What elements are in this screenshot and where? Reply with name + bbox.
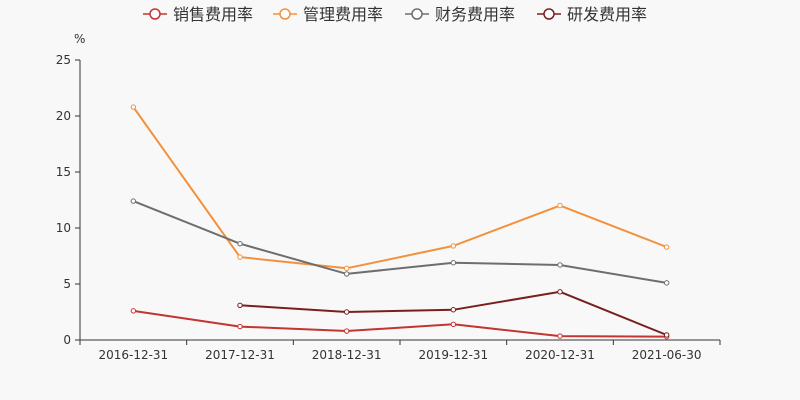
x-tick-label: 2020-12-31 — [525, 348, 595, 362]
data-point[interactable] — [237, 240, 243, 247]
data-point[interactable] — [557, 202, 563, 209]
data-point[interactable] — [237, 254, 243, 260]
data-point[interactable] — [557, 333, 563, 339]
legend-label: 管理费用率 — [303, 5, 383, 24]
data-point[interactable] — [450, 321, 457, 328]
legend[interactable]: 销售费用率 管理费用率 财务费用率 研发费用率 — [143, 5, 647, 24]
series-1 — [130, 308, 670, 340]
y-tick-label: 0 — [63, 333, 71, 347]
data-point[interactable] — [663, 244, 670, 250]
data-point[interactable] — [663, 332, 670, 338]
data-point[interactable] — [343, 328, 350, 334]
x-tick-label: 2018-12-31 — [312, 348, 382, 362]
data-point[interactable] — [343, 271, 350, 277]
legend-item[interactable]: 研发费用率 — [537, 5, 647, 24]
y-tick-label: 15 — [56, 165, 71, 179]
data-point[interactable] — [557, 262, 563, 268]
series-line — [132, 200, 667, 284]
legend-marker-icon — [543, 8, 555, 20]
series-line — [133, 309, 667, 338]
data-point[interactable] — [450, 243, 457, 249]
data-point[interactable] — [130, 104, 137, 110]
series-4 — [237, 289, 670, 338]
y-tick-label: 5 — [63, 277, 71, 291]
axes: 0 5 10 15 20 25 2016-12-31 2017-12-31 2018-12-31… — [56, 53, 721, 362]
x-tick-label: 2017-12-31 — [205, 348, 275, 362]
x-tick-label: 2021-06-30 — [632, 348, 702, 362]
data-point[interactable] — [237, 302, 243, 308]
data-point[interactable] — [557, 289, 563, 295]
data-point[interactable] — [450, 307, 457, 313]
data-point[interactable] — [343, 265, 350, 272]
data-point[interactable] — [237, 323, 243, 330]
legend-label: 销售费用率 — [173, 5, 253, 24]
x-tick-label: 2019-12-31 — [418, 348, 488, 362]
y-tick-label: 10 — [56, 221, 71, 235]
legend-item[interactable]: 管理费用率 — [273, 5, 383, 24]
series-line — [132, 106, 668, 270]
legend-marker-icon — [411, 8, 423, 20]
data-point[interactable] — [343, 309, 350, 315]
legend-item[interactable]: 财务费用率 — [405, 5, 515, 24]
series-layer — [130, 104, 670, 340]
y-tick-label: 20 — [56, 109, 71, 123]
y-tick-label: 25 — [56, 53, 71, 67]
legend-label: 研发费用率 — [567, 5, 647, 24]
legend-item[interactable]: 销售费用率 — [143, 5, 253, 24]
data-point[interactable] — [663, 280, 670, 286]
legend-label: 财务费用率 — [435, 5, 515, 24]
data-point[interactable] — [130, 308, 137, 314]
x-tick-label: 2016-12-31 — [98, 348, 168, 362]
series-2 — [130, 104, 670, 272]
legend-marker-icon — [149, 8, 161, 20]
data-point[interactable] — [130, 198, 137, 204]
series-3 — [130, 198, 670, 286]
legend-marker-icon — [279, 8, 291, 20]
y-axis-unit-label: % — [74, 32, 85, 46]
data-point[interactable] — [450, 260, 457, 266]
